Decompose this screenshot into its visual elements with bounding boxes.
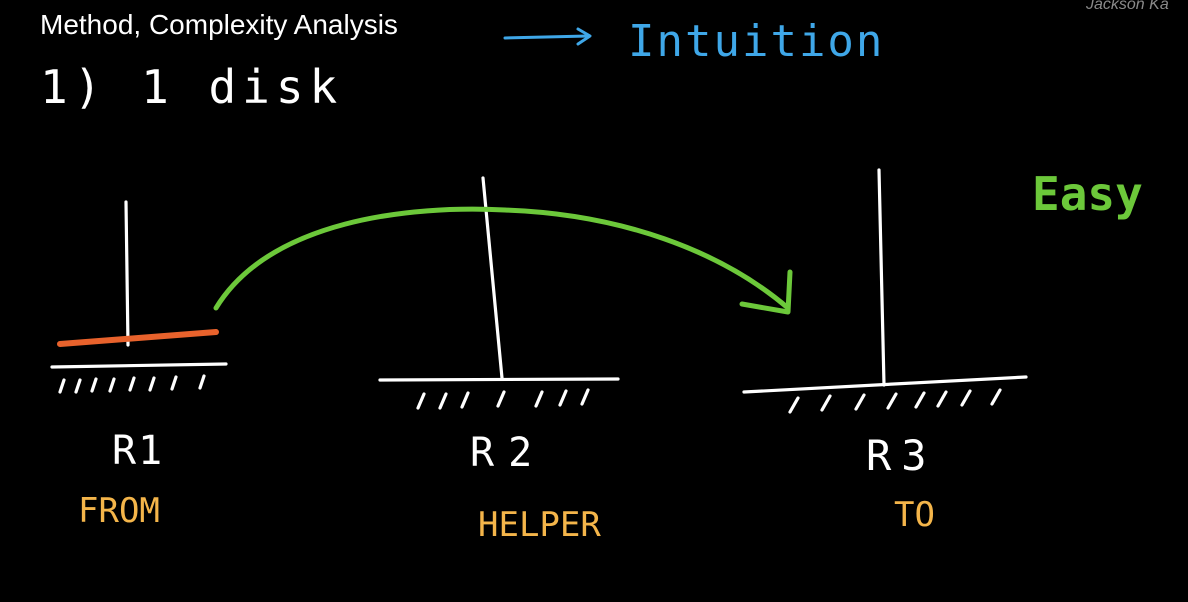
rod-r2-role: HELPER — [478, 505, 601, 545]
disk — [57, 329, 219, 347]
rod-r3-role: TO — [894, 495, 935, 535]
difficulty-label: Easy — [1032, 167, 1143, 221]
rod-r2-label: R2 — [470, 430, 546, 476]
rod-r1-pole — [124, 200, 130, 347]
rod-r1-base — [50, 362, 228, 369]
rod-r1-label: R1 — [112, 428, 164, 474]
rod-r1 — [50, 200, 228, 394]
aside-label: Intuition — [628, 16, 884, 67]
rod-r1-hatching — [58, 374, 206, 394]
rod-r1-role: FROM — [78, 491, 160, 531]
aside-arrow — [503, 27, 592, 46]
rod-r3-pole — [877, 168, 886, 387]
rod-r3-label: R3 — [866, 431, 937, 480]
case-label: 1) 1 disk — [40, 60, 343, 114]
watermark-text: Jackson Ka — [1085, 0, 1169, 13]
rod-r3-base — [742, 375, 1028, 394]
move-arrow — [213, 206, 793, 315]
rod-r3 — [742, 168, 1028, 414]
rod-r3-hatching — [788, 388, 1002, 414]
rod-r2-base — [378, 377, 620, 382]
rod-r2-hatching — [416, 388, 590, 410]
page-title: Method, Complexity Analysis — [40, 9, 398, 40]
